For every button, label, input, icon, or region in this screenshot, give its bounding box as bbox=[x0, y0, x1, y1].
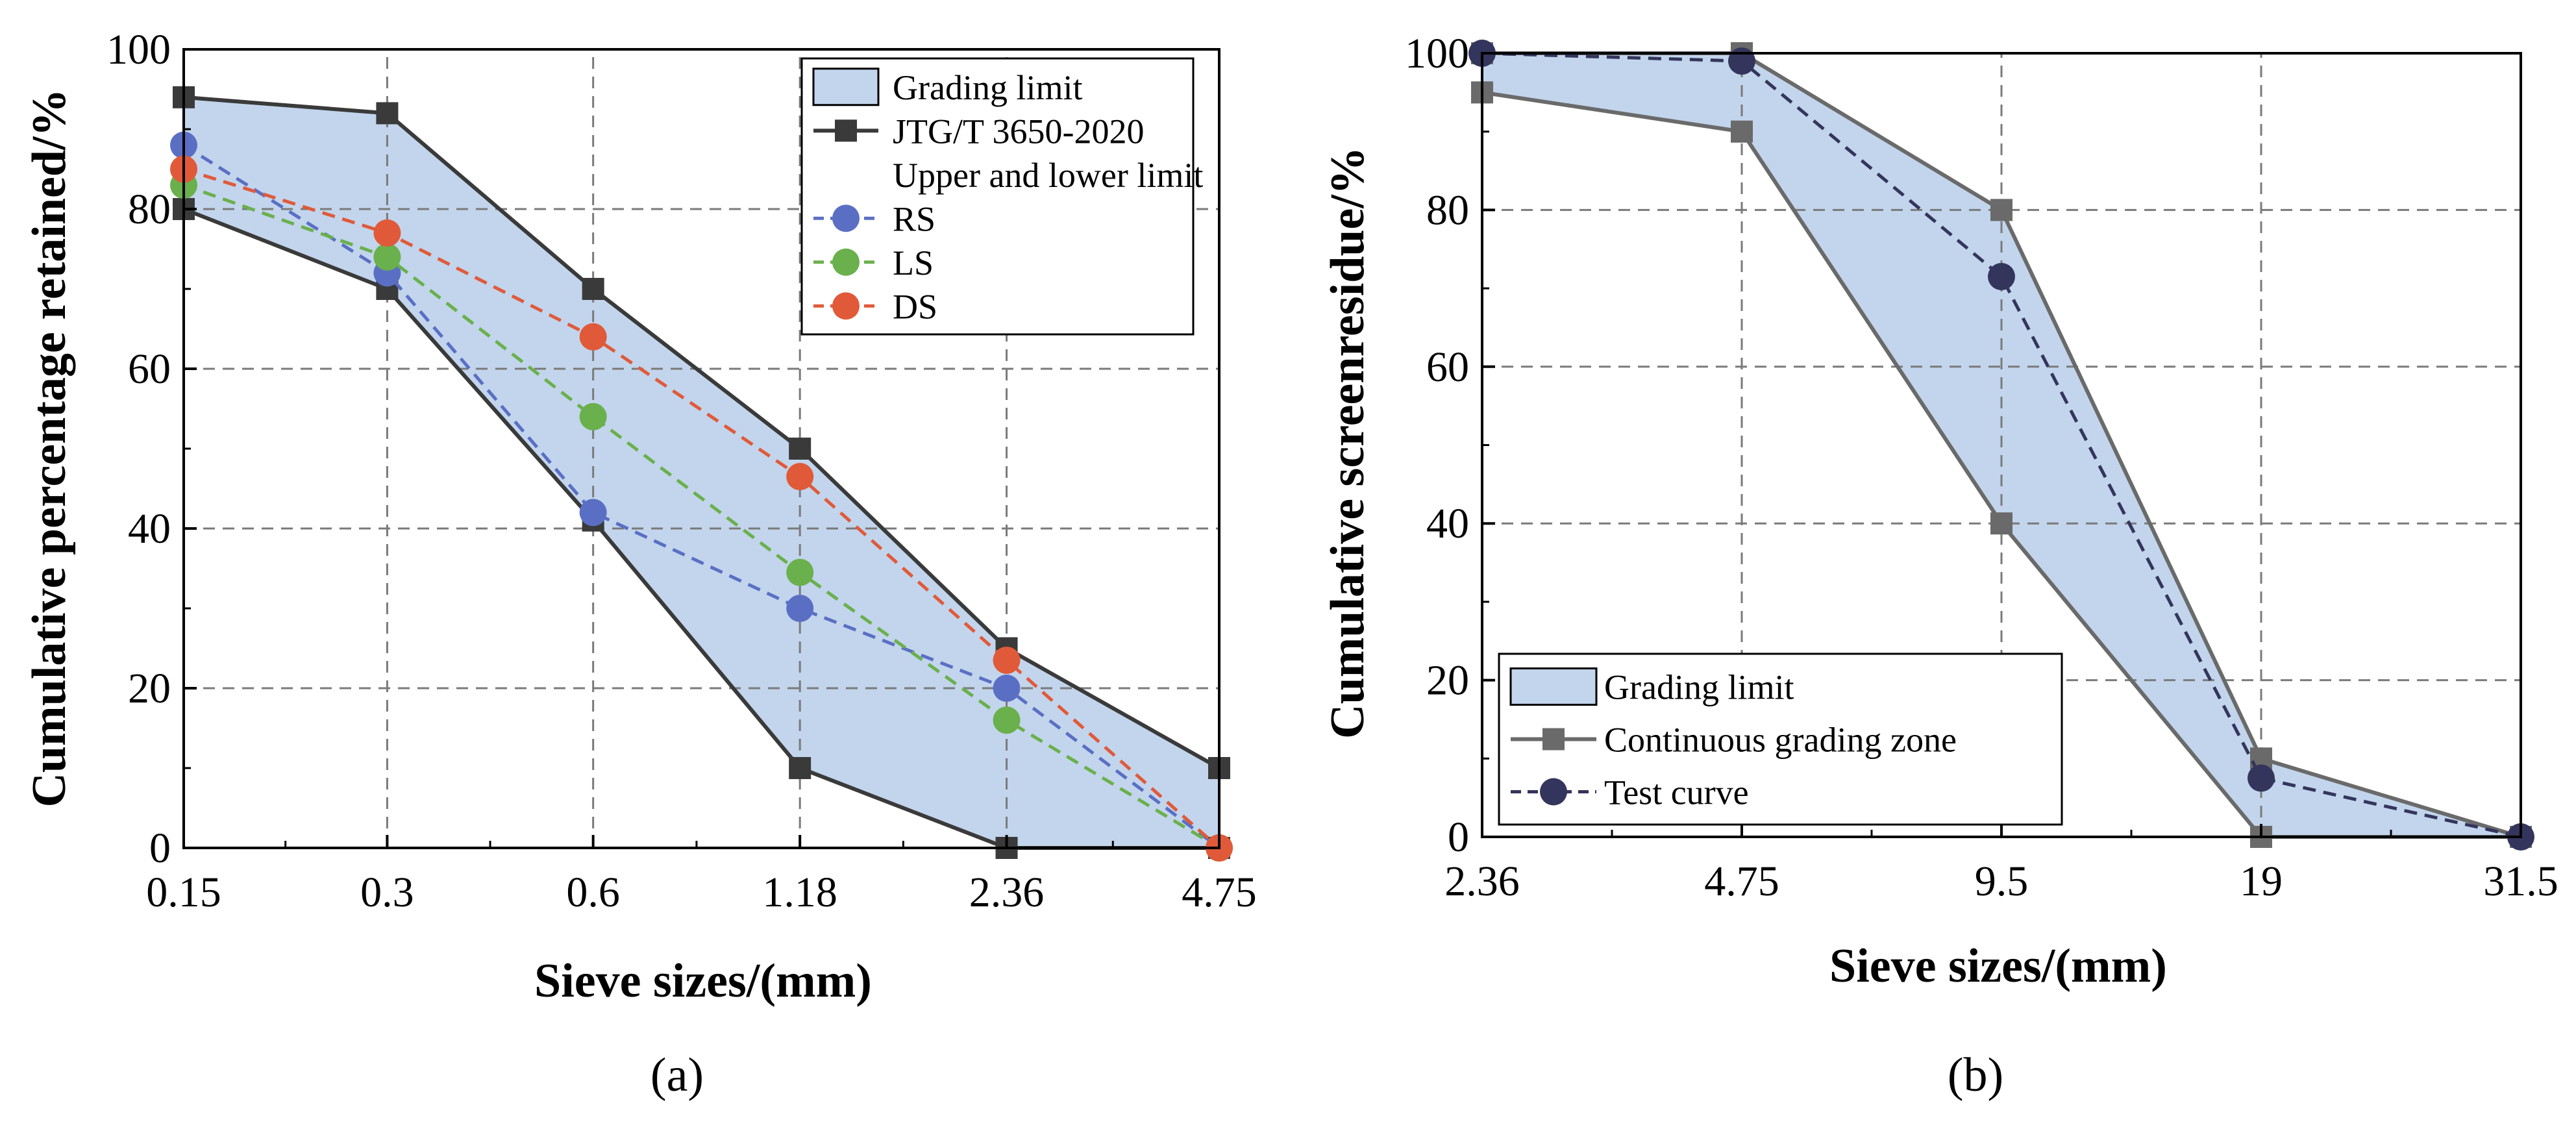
legend-label: RS bbox=[893, 199, 935, 238]
y-tick-label: 80 bbox=[1426, 186, 1469, 234]
upper-limit-line bbox=[183, 95, 1220, 770]
legend-swatch-band bbox=[1509, 667, 1598, 706]
series-line bbox=[1481, 51, 2521, 839]
legend-swatch-marker bbox=[1540, 778, 1567, 806]
data-point bbox=[993, 706, 1021, 734]
legend-swatch-marker bbox=[835, 119, 857, 142]
legend-swatch-band bbox=[812, 68, 880, 106]
legend-label: Grading limit bbox=[893, 68, 1082, 107]
chart-b-legend: Grading limit Continuous grading zone Test… bbox=[1498, 652, 2063, 826]
y-tick-label: 60 bbox=[128, 345, 171, 393]
chart-b-y-axis-title: Cumulative screenresidue/% bbox=[1321, 147, 1374, 739]
legend-label: Grading limit bbox=[1604, 668, 1794, 707]
x-tick-label: 4.75 bbox=[1704, 858, 1779, 905]
data-point bbox=[786, 558, 814, 586]
y-tick-label: 40 bbox=[1426, 500, 1469, 547]
legend-label: JTG/T 3650-2020 bbox=[893, 112, 1145, 151]
data-point bbox=[786, 463, 814, 491]
data-point bbox=[579, 323, 607, 351]
chart-a-plot-area bbox=[170, 49, 1233, 862]
data-point bbox=[1988, 262, 2015, 290]
panel-label-b: (b) bbox=[1948, 1049, 2003, 1102]
data-point bbox=[1990, 512, 2012, 535]
data-point bbox=[993, 675, 1021, 702]
legend-box bbox=[800, 57, 1195, 336]
legend-swatch-marker bbox=[832, 205, 860, 232]
chart-a-y-axis-title: Cumulative percentage retained/% bbox=[23, 88, 76, 807]
y-tick-label: 20 bbox=[1426, 657, 1469, 704]
data-point bbox=[579, 499, 607, 527]
chart-a-x-axis-title: Sieve sizes/(mm) bbox=[534, 954, 872, 1008]
y-tick-label: 80 bbox=[128, 186, 171, 233]
data-point bbox=[993, 646, 1021, 674]
chart-b-plot-area bbox=[1468, 40, 2534, 851]
data-point bbox=[582, 278, 604, 300]
data-point bbox=[376, 102, 399, 125]
data-point bbox=[1990, 199, 2012, 221]
chart-a-legend: Grading limit JTG/T 3650-2020 Upper and lo… bbox=[800, 57, 1203, 336]
chart-a: Sieve sizes/(mm) Cumulative percentage r… bbox=[23, 26, 1257, 1102]
x-tick-label: 19 bbox=[2240, 858, 2283, 905]
data-point bbox=[373, 243, 401, 271]
legend-swatch-marker bbox=[1542, 728, 1565, 751]
chart-b: Sieve sizes/(mm) Cumulative screenresidu… bbox=[1321, 30, 2558, 1102]
series-ds bbox=[170, 155, 1233, 862]
x-tick-label: 1.18 bbox=[762, 869, 837, 916]
y-tick-label: 0 bbox=[149, 825, 171, 872]
legend-swatch-marker bbox=[832, 248, 860, 276]
x-tick-label: 2.36 bbox=[969, 869, 1045, 916]
y-tick-label: 60 bbox=[1426, 343, 1469, 391]
series-line bbox=[183, 168, 1220, 849]
legend-label: DS bbox=[893, 287, 937, 326]
y-tick-label: 40 bbox=[128, 505, 171, 553]
x-tick-label: 0.3 bbox=[360, 869, 414, 916]
legend-label: LS bbox=[893, 243, 934, 282]
data-point bbox=[786, 595, 814, 622]
data-point bbox=[1731, 120, 1753, 143]
data-point bbox=[373, 219, 401, 247]
y-tick-label: 0 bbox=[1448, 814, 1469, 861]
legend-label: Test curve bbox=[1604, 773, 1749, 812]
y-tick-label: 20 bbox=[128, 665, 171, 712]
x-tick-label: 2.36 bbox=[1444, 858, 1520, 905]
grading-limit-band bbox=[184, 97, 1219, 848]
chart-b-x-axis-title: Sieve sizes/(mm) bbox=[1829, 939, 2167, 993]
panel-label-a: (a) bbox=[650, 1049, 704, 1102]
data-point bbox=[1728, 47, 1755, 75]
series-line bbox=[183, 183, 1220, 850]
x-tick-label: 31.5 bbox=[2483, 858, 2558, 905]
x-tick-label: 4.75 bbox=[1182, 869, 1257, 916]
legend-label: Continuous grading zone bbox=[1604, 721, 1957, 760]
y-tick-label: 100 bbox=[106, 26, 171, 73]
data-point bbox=[2248, 764, 2275, 792]
data-point bbox=[789, 757, 811, 779]
legend-label: Upper and lower limit bbox=[893, 156, 1203, 195]
y-tick-label: 100 bbox=[1405, 30, 1469, 77]
x-tick-label: 9.5 bbox=[1975, 858, 2029, 905]
x-tick-label: 0.6 bbox=[566, 869, 620, 916]
series-line bbox=[182, 143, 1220, 849]
legend-swatch-marker bbox=[832, 292, 860, 320]
data-point bbox=[579, 403, 607, 430]
x-tick-label: 0.15 bbox=[146, 869, 221, 916]
data-point bbox=[789, 438, 811, 460]
